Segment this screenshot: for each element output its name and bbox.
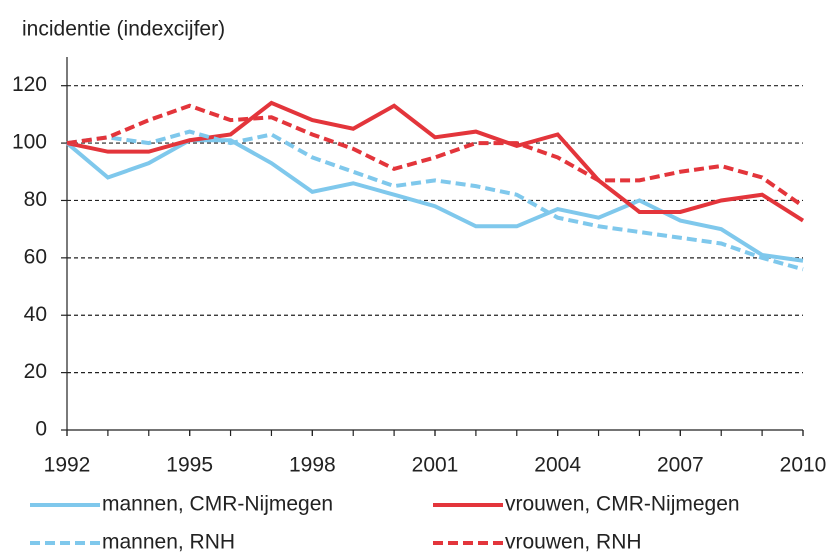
chart-title: incidentie (indexcijfer)	[22, 18, 225, 41]
legend-label: mannen, RNH	[102, 531, 235, 554]
y-tick-label: 100	[12, 131, 47, 154]
x-tick-label: 2010	[780, 454, 827, 477]
series-line	[66, 100, 805, 223]
y-tick-label: 120	[12, 73, 47, 96]
legend-label: mannen, CMR-Nijmegen	[102, 493, 333, 516]
y-tick-label: 20	[24, 360, 47, 383]
series-line	[66, 129, 804, 272]
x-tick-label: 2007	[657, 454, 704, 477]
legend-label: vrouwen, CMR-Nijmegen	[505, 493, 740, 516]
y-tick-label: 60	[24, 245, 47, 268]
x-tick-label: 2004	[534, 454, 581, 477]
x-tick-label: 1992	[44, 454, 91, 477]
x-tick-label: 1995	[166, 454, 213, 477]
x-tick-label: 2001	[412, 454, 459, 477]
x-tick-label: 1998	[289, 454, 336, 477]
y-tick-label: 0	[35, 418, 47, 441]
y-tick-label: 40	[24, 303, 47, 326]
y-tick-label: 80	[24, 188, 47, 211]
legend-label: vrouwen, RNH	[505, 531, 642, 554]
series-line	[66, 103, 805, 208]
